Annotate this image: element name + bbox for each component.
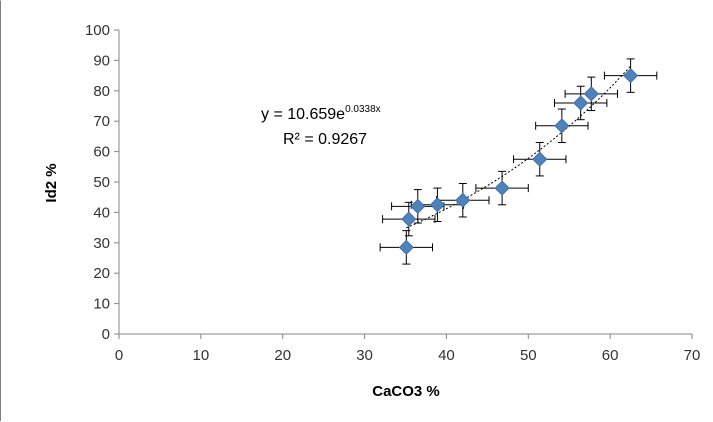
y-tick-label: 90 (93, 52, 110, 69)
x-tick-label: 10 (193, 347, 210, 364)
x-tick-label: 70 (684, 347, 701, 364)
x-tick-label: 60 (602, 347, 619, 364)
y-tick-label: 70 (93, 113, 110, 130)
y-tick-label: 20 (93, 265, 110, 282)
data-point (623, 68, 639, 84)
x-tick-label: 30 (356, 347, 373, 364)
data-point (494, 180, 510, 196)
y-tick-label: 80 (93, 83, 110, 100)
data-point (455, 192, 471, 208)
equation-main: y = 10.659e (261, 106, 345, 123)
equation-exponent: 0.0338x (345, 104, 381, 115)
y-axis-title: Id2 % (43, 163, 60, 202)
trendline-equation: y = 10.659e0.0338x (261, 104, 381, 123)
y-tick-label: 0 (102, 326, 110, 343)
data-point (401, 211, 417, 227)
data-point (583, 86, 599, 102)
y-tick-label: 60 (93, 144, 110, 161)
x-axis-title: CaCO3 % (372, 383, 440, 400)
r-squared-label: R² = 0.9267 (283, 131, 367, 148)
x-tick-label: 20 (274, 347, 291, 364)
x-tick-label: 0 (115, 347, 123, 364)
data-markers (398, 68, 639, 255)
y-tick-label: 40 (93, 204, 110, 221)
axes (114, 29, 693, 339)
data-point (410, 198, 426, 214)
y-tick-label: 100 (85, 22, 110, 39)
data-point (398, 239, 414, 255)
data-point (573, 95, 589, 111)
x-tick-label: 40 (438, 347, 455, 364)
y-tick-label: 30 (93, 235, 110, 252)
tick-labels: 0 10 20 30 40 50 60 70 80 90 100 0 10 20 30 40 50 60 70 (85, 22, 700, 364)
y-tick-label: 10 (93, 296, 110, 313)
data-point (554, 118, 570, 134)
x-tick-label: 50 (520, 347, 537, 364)
data-point (429, 197, 445, 213)
y-tick-label: 50 (93, 174, 110, 191)
data-point (532, 151, 548, 167)
error-bars (379, 58, 658, 265)
